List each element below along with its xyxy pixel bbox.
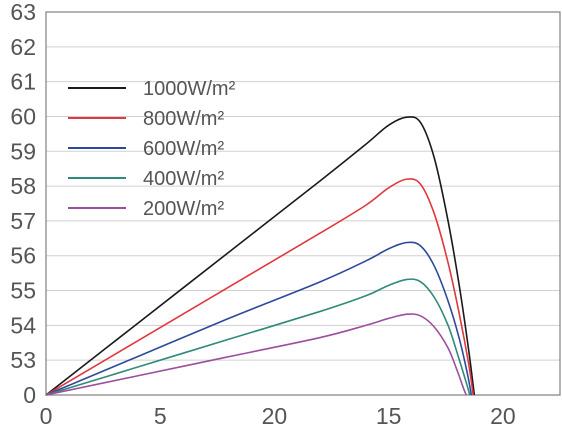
x-tick-label: 5 <box>154 403 167 428</box>
x-axis-ticks: 0 5 20 15 20 <box>40 403 516 428</box>
plot-frame <box>45 11 561 396</box>
series-line-0 <box>45 116 476 396</box>
y-tick-label: 54 <box>10 312 36 338</box>
y-axis-ticks: 0 53 54 55 56 57 58 59 60 61 62 63 <box>10 0 36 408</box>
series-line-2 <box>45 241 473 396</box>
x-tick-label: 20 <box>490 403 516 428</box>
series-line-1 <box>45 178 474 396</box>
legend-label: 800W/m² <box>143 108 224 130</box>
series-line-3 <box>45 278 471 396</box>
y-tick-label: 0 <box>23 382 36 408</box>
series-lines <box>45 116 476 396</box>
y-tick-label: 59 <box>10 138 36 164</box>
legend: 1000W/m² 800W/m² 600W/m² 400W/m² 200W/m² <box>68 78 236 220</box>
y-tick-label: 57 <box>10 208 36 234</box>
legend-label: 400W/m² <box>143 168 224 190</box>
x-tick-label: 0 <box>40 403 53 428</box>
y-tick-label: 53 <box>10 347 36 373</box>
y-tick-label: 56 <box>10 243 36 269</box>
y-tick-label: 58 <box>10 173 36 199</box>
x-tick-label: 20 <box>262 403 288 428</box>
legend-label: 1000W/m² <box>143 78 236 100</box>
y-tick-label: 55 <box>10 278 36 304</box>
series-line-4 <box>45 313 468 396</box>
y-tick-label: 63 <box>10 0 36 25</box>
x-tick-label: 15 <box>376 403 402 428</box>
grid <box>46 46 560 361</box>
y-tick-label: 61 <box>10 69 36 95</box>
legend-label: 600W/m² <box>143 138 224 160</box>
legend-label: 200W/m² <box>143 198 224 220</box>
y-tick-label: 60 <box>10 103 36 129</box>
y-tick-label: 62 <box>10 34 36 60</box>
